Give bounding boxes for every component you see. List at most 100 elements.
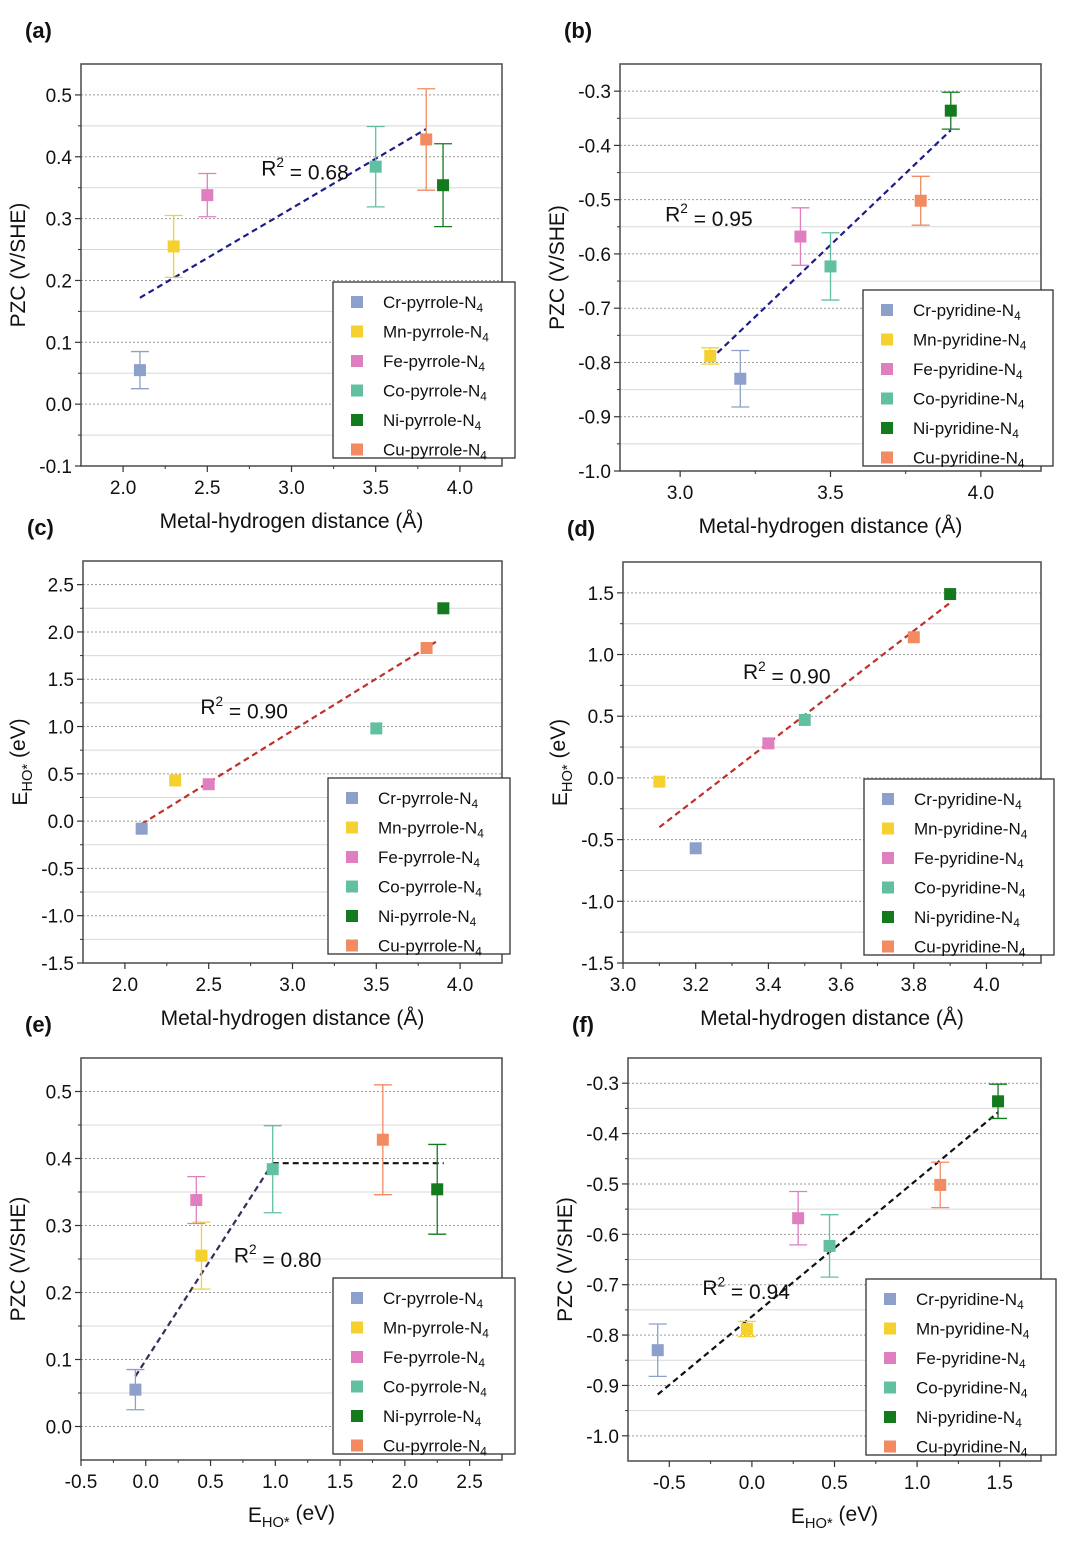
r2-main: R xyxy=(665,203,680,226)
y-tick-label: -0.9 xyxy=(578,408,611,429)
y-tick-label: -1.5 xyxy=(41,954,74,975)
legend-swatch-co xyxy=(884,1381,896,1394)
legend-swatch-cu xyxy=(882,940,894,953)
r2-value: = 0.94 xyxy=(725,1281,790,1304)
y-axis-title-main: E xyxy=(9,792,32,806)
legend-entry-cr: Cr-pyrrole-N4 xyxy=(383,293,484,315)
x-axis-title-suffix: (eV) xyxy=(290,1502,336,1525)
legend-box xyxy=(865,1278,1057,1456)
legend-entry-ni-main: Ni-pyridine-N xyxy=(914,908,1013,927)
y-axis-title: PZC (V/SHE) xyxy=(546,205,569,330)
x-axis-title-main: E xyxy=(248,1504,262,1527)
legend-swatch-ni xyxy=(351,1410,363,1422)
x-tick-label: 3.8 xyxy=(901,975,927,996)
legend-swatch-co xyxy=(881,392,893,405)
legend-entry-fe-main: Fe-pyridine-N xyxy=(916,1349,1019,1368)
legend-entry-ni-main: Ni-pyrrole-N xyxy=(378,907,470,926)
legend-box xyxy=(332,1277,516,1455)
legend-entry-co-main: Co-pyrrole-N xyxy=(378,878,475,897)
legend-swatch-ni xyxy=(881,422,893,434)
legend-swatch-cu xyxy=(351,1439,363,1452)
y-tick-label: 0.0 xyxy=(46,395,72,416)
legend-swatch-ni xyxy=(351,414,363,426)
panel-label: (c) xyxy=(27,515,54,540)
r2-sup: 2 xyxy=(215,694,223,709)
panel-label: (d) xyxy=(567,516,595,541)
legend-entry-fe: Fe-pyridine-N4 xyxy=(913,360,1023,382)
y-tick-label: 0.1 xyxy=(46,1351,72,1372)
data-point-cu xyxy=(420,133,433,146)
data-point-cr xyxy=(689,842,702,855)
legend-entry-cr-sub: 4 xyxy=(1014,309,1021,323)
data-point-mn xyxy=(169,774,182,787)
data-point-fe xyxy=(792,1212,805,1225)
legend-entry-cu-sub: 4 xyxy=(1021,1446,1028,1460)
legend-entry-fe: Fe-pyrrole-N4 xyxy=(383,1348,485,1370)
legend-entry-ni-sub: 4 xyxy=(1015,1416,1022,1430)
legend: Cr-pyridine-N4Mn-pyridine-N4Fe-pyridine-… xyxy=(862,289,1054,471)
legend-entry-fe-sub: 4 xyxy=(473,856,480,870)
legend-entry-fe-main: Fe-pyrrole-N xyxy=(383,352,478,371)
y-tick-label: -1.5 xyxy=(581,954,614,975)
y-axis-title-suffix: (eV) xyxy=(7,718,30,764)
x-axis-title-suffix: (eV) xyxy=(833,1503,879,1526)
legend-entry-fe-sub: 4 xyxy=(478,360,485,374)
plot-frame xyxy=(622,561,1042,964)
y-axis-title-main: PZC (V/SHE) xyxy=(7,1197,30,1322)
legend-entry-fe: Fe-pyridine-N4 xyxy=(914,849,1024,871)
data-point-co xyxy=(824,260,837,273)
legend-entry-cu-main: Cu-pyridine-N xyxy=(916,1438,1021,1457)
y-tick-label: -0.7 xyxy=(578,299,611,320)
y-tick-label: -0.5 xyxy=(581,831,614,852)
x-axis-title-main: Metal-hydrogen distance (Å) xyxy=(160,510,424,533)
legend-entry-mn-main: Mn-pyridine-N xyxy=(916,1320,1023,1339)
x-axis-title: Metal-hydrogen distance (Å) xyxy=(699,515,963,538)
x-tick-label: 3.5 xyxy=(362,478,388,499)
data-point-mn xyxy=(653,775,666,788)
data-point-co xyxy=(798,713,811,726)
y-tick-label: 0.5 xyxy=(46,86,72,107)
x-tick-label: 3.4 xyxy=(755,975,782,996)
legend-entry-co-main: Co-pyridine-N xyxy=(916,1379,1021,1398)
y-tick-label: -0.4 xyxy=(586,1125,619,1146)
legend-entry-co-sub: 4 xyxy=(1018,398,1025,412)
legend-entry-fe-main: Fe-pyridine-N xyxy=(914,849,1017,868)
legend-entry-cu-main: Cu-pyrrole-N xyxy=(378,937,475,956)
data-point-co xyxy=(266,1163,279,1176)
data-point-mn xyxy=(704,349,717,362)
legend-entry-ni-main: Ni-pyrrole-N xyxy=(383,411,475,430)
legend-entry-fe: Fe-pyridine-N4 xyxy=(916,1349,1026,1371)
legend-entry-mn-main: Mn-pyrrole-N xyxy=(383,323,482,342)
legend-entry-ni-sub: 4 xyxy=(475,419,482,433)
legend-swatch-cr xyxy=(882,793,894,805)
x-tick-label: 2.5 xyxy=(456,1472,482,1493)
fit-line xyxy=(709,129,952,361)
legend-entry-cu-main: Cu-pyridine-N xyxy=(914,938,1019,957)
x-axis-title-main: Metal-hydrogen distance (Å) xyxy=(699,515,963,538)
data-point-ni xyxy=(437,179,450,192)
x-axis-title: Metal-hydrogen distance (Å) xyxy=(160,510,424,533)
x-tick-label: 2.0 xyxy=(110,478,136,499)
legend-swatch-co xyxy=(351,1380,363,1393)
legend-entry-cu: Cu-pyridine-N4 xyxy=(913,449,1025,471)
r2-main: R xyxy=(702,1277,717,1300)
legend-entry-co-main: Co-pyrrole-N xyxy=(383,382,480,401)
legend-entry-cu: Cu-pyridine-N4 xyxy=(914,938,1026,960)
legend-entry-cu-sub: 4 xyxy=(475,945,482,959)
data-point-mn xyxy=(195,1249,208,1262)
x-axis-title-main: Metal-hydrogen distance (Å) xyxy=(161,1007,425,1030)
legend-entry-co: Co-pyridine-N4 xyxy=(913,390,1025,412)
y-tick-label: 0.5 xyxy=(48,765,74,786)
x-tick-label: 3.0 xyxy=(278,478,304,499)
legend-entry-cu: Cu-pyrrole-N4 xyxy=(383,1437,487,1459)
x-tick-label: 1.5 xyxy=(986,1473,1012,1494)
legend-swatch-cu xyxy=(884,1440,896,1453)
r2-main: R xyxy=(743,661,758,684)
data-point-ni xyxy=(944,588,957,601)
r2-value: = 0.95 xyxy=(688,208,753,231)
y-tick-label: -0.6 xyxy=(578,245,611,266)
legend: Cr-pyrrole-N4Mn-pyrrole-N4Fe-pyrrole-N4C… xyxy=(332,281,516,463)
legend-entry-ni-sub: 4 xyxy=(1012,427,1019,441)
panel-label: (b) xyxy=(564,18,592,43)
y-tick-label: 0.0 xyxy=(48,812,74,833)
